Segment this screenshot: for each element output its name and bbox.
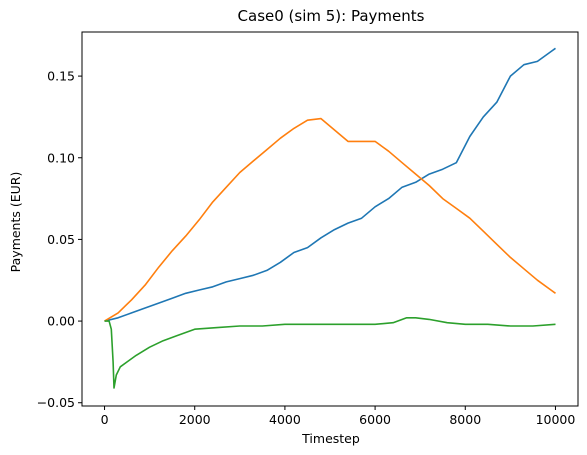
series-line-3	[104, 316, 556, 389]
series-layer	[104, 47, 556, 389]
x-axis-label: Timestep	[301, 431, 360, 446]
y-axis: −0.05 0.00 0.05 0.10 0.15	[37, 69, 82, 410]
x-axis: 0 2000 4000 6000 8000 10000	[101, 406, 576, 427]
series-line-2	[104, 117, 556, 322]
y-tick-label: 0.05	[47, 232, 75, 247]
x-tick-label: 10000	[536, 412, 576, 427]
x-tick-label: 8000	[449, 412, 481, 427]
x-tick-label: 4000	[269, 412, 301, 427]
y-tick-label: 0.10	[47, 150, 75, 165]
y-tick-label: 0.00	[47, 314, 75, 329]
y-axis-label: Payments (EUR)	[8, 172, 23, 273]
x-tick-label: 6000	[359, 412, 391, 427]
plot-frame	[81, 31, 579, 407]
chart-title: Case0 (sim 5): Payments	[238, 7, 425, 25]
y-tick-label: 0.15	[47, 69, 75, 84]
y-tick-label: −0.05	[37, 395, 75, 410]
x-tick-label: 0	[101, 412, 109, 427]
x-tick-label: 2000	[179, 412, 211, 427]
series-line-1	[104, 47, 556, 322]
